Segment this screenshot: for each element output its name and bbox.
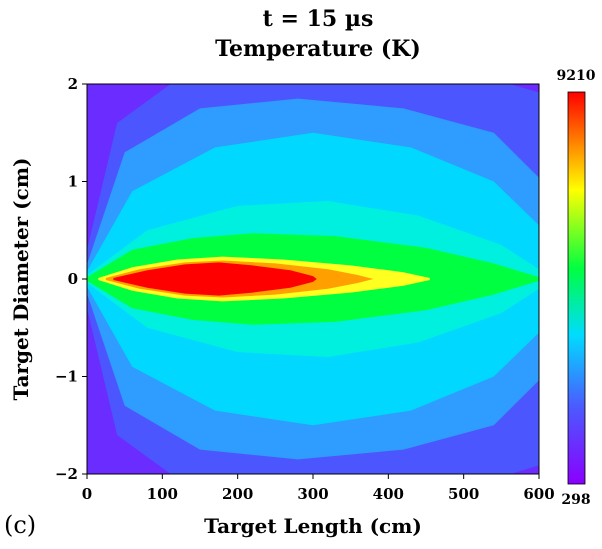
y-tick-label: 0: [68, 270, 78, 288]
x-tick-label: 300: [297, 485, 328, 503]
x-axis-label: Target Length (cm): [204, 514, 422, 538]
field-band-red: [113, 262, 317, 296]
x-tick-label: 100: [147, 485, 178, 503]
chart-title: t = 15 µs: [263, 6, 374, 32]
y-tick-label: 1: [68, 173, 78, 191]
y-tick-label: 2: [68, 75, 78, 93]
colorbar: [567, 91, 586, 485]
y-axis-ticks: −2 −1 0 1 2: [55, 75, 87, 483]
x-tick-label: 600: [523, 485, 554, 503]
colorbar-min-label: 298: [561, 492, 590, 508]
x-axis-ticks: 0 100 200 300 400 500 600: [82, 474, 555, 503]
y-axis-label: Target Diameter (cm): [9, 158, 33, 401]
colorbar-max-label: 9210: [557, 68, 596, 84]
y-tick-label: −2: [55, 465, 78, 483]
plot-area: [87, 84, 539, 474]
chart-subtitle: Temperature (K): [215, 36, 421, 62]
y-tick-label: −1: [55, 368, 78, 386]
x-tick-label: 200: [222, 485, 253, 503]
x-tick-label: 500: [448, 485, 479, 503]
x-tick-label: 0: [82, 485, 92, 503]
panel-label: (c): [4, 511, 36, 539]
x-tick-label: 400: [373, 485, 404, 503]
